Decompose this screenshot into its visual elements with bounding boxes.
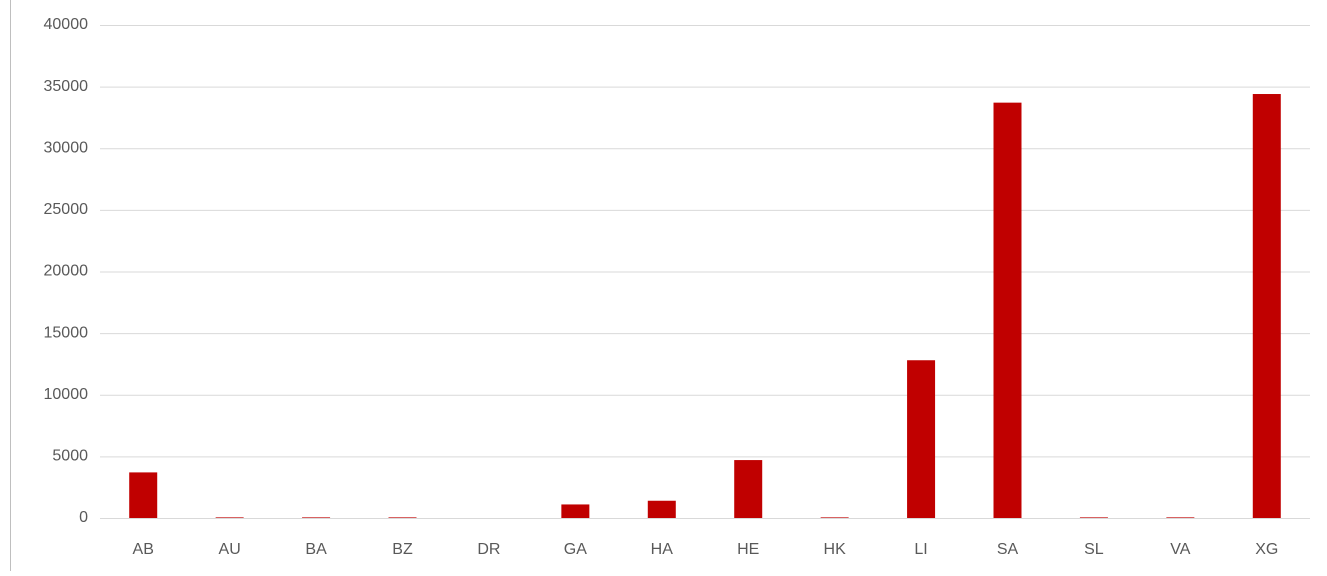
x-tick-label: DR bbox=[477, 541, 500, 558]
bar bbox=[1166, 517, 1195, 518]
bar bbox=[820, 517, 849, 518]
x-tick-label: HA bbox=[651, 541, 674, 558]
bar bbox=[215, 517, 244, 518]
x-tick-label: GA bbox=[564, 541, 587, 558]
y-tick-label: 0 bbox=[79, 509, 88, 526]
bar bbox=[561, 504, 590, 518]
x-tick-label: SL bbox=[1084, 541, 1104, 558]
bar bbox=[993, 102, 1022, 519]
x-tick-label: XG bbox=[1255, 541, 1278, 558]
y-tick-label: 15000 bbox=[44, 324, 89, 341]
x-tick-label: LI bbox=[914, 541, 927, 558]
y-tick-label: 20000 bbox=[44, 263, 89, 280]
bar bbox=[1079, 517, 1108, 518]
y-tick-label: 35000 bbox=[44, 78, 89, 95]
bar bbox=[129, 472, 158, 518]
y-tick-label: 10000 bbox=[44, 386, 89, 403]
x-tick-label: AB bbox=[133, 541, 154, 558]
y-tick-label: 30000 bbox=[44, 139, 89, 156]
y-tick-label: 5000 bbox=[52, 448, 88, 465]
x-tick-label: BA bbox=[305, 541, 327, 558]
bar bbox=[388, 517, 417, 518]
bar bbox=[734, 460, 763, 518]
y-tick-label: 25000 bbox=[44, 201, 89, 218]
x-tick-label: BZ bbox=[392, 541, 413, 558]
bar bbox=[647, 500, 676, 518]
x-tick-label: VA bbox=[1170, 541, 1190, 558]
bar bbox=[1252, 94, 1281, 519]
x-tick-label: HK bbox=[824, 541, 847, 558]
x-tick-label: AU bbox=[219, 541, 241, 558]
y-tick-label: 40000 bbox=[44, 16, 89, 33]
x-tick-label: SA bbox=[997, 541, 1019, 558]
bar bbox=[907, 360, 936, 518]
bar bbox=[302, 517, 331, 518]
x-tick-label: HE bbox=[737, 541, 759, 558]
